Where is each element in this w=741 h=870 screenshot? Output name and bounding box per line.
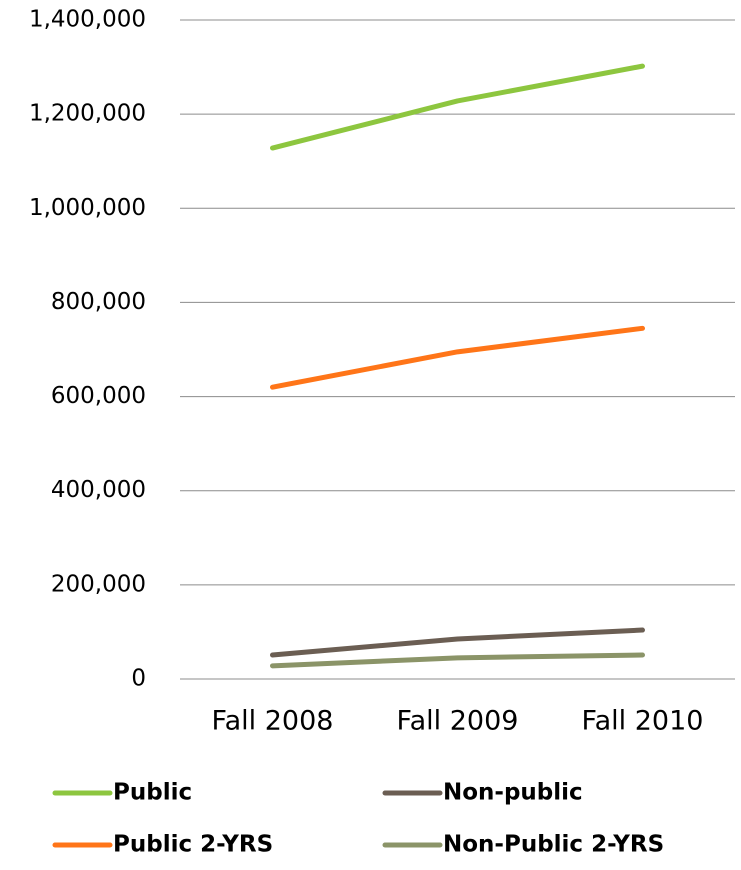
legend-label: Public 2-YRS xyxy=(113,832,273,858)
y-tick-label: 0 xyxy=(131,666,146,692)
series-line xyxy=(270,325,645,390)
series-line xyxy=(270,627,645,658)
y-tick-label: 400,000 xyxy=(51,477,146,503)
series-line xyxy=(270,63,645,151)
y-tick-label: 800,000 xyxy=(51,289,146,315)
x-tick-label: Fall 2008 xyxy=(212,706,334,737)
y-tick-label: 1,200,000 xyxy=(29,101,146,127)
legend-label: Non-public xyxy=(443,780,583,806)
legend-label: Non-Public 2-YRS xyxy=(443,832,664,858)
y-tick-label: 200,000 xyxy=(51,571,146,597)
x-tick-label: Fall 2009 xyxy=(397,706,519,737)
y-tick-label: 1,000,000 xyxy=(29,195,146,221)
x-tick-label: Fall 2010 xyxy=(582,706,704,737)
y-tick-label: 600,000 xyxy=(51,383,146,409)
y-tick-label: 1,400,000 xyxy=(29,7,146,33)
series-line xyxy=(270,652,645,669)
legend-label: Public xyxy=(113,780,192,806)
